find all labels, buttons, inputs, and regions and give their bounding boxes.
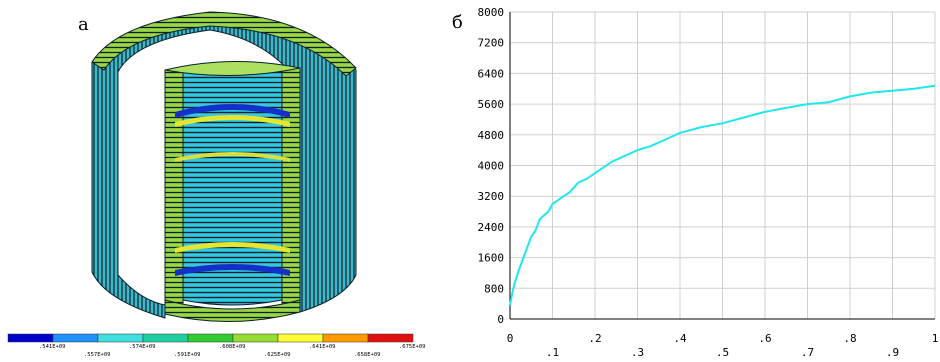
yellow-band-upper xyxy=(175,115,290,127)
chart-axes xyxy=(509,12,935,320)
y-tick-label: 2400 xyxy=(478,221,505,234)
y-tick-labels: 0 800 1600 2400 3200 4000 4800 5600 6400 7200 8000 xyxy=(478,6,505,326)
x-tick-label: .8 xyxy=(843,332,856,345)
yellow-band-lower xyxy=(175,242,290,253)
y-tick-label: 800 xyxy=(484,282,504,295)
y-tick-label: 4000 xyxy=(478,160,505,173)
legend-swatch xyxy=(142,333,189,343)
legend-swatch xyxy=(277,333,324,343)
legend-label-top: .641E+09 xyxy=(309,344,336,350)
y-tick-label: 0 xyxy=(497,313,504,326)
legend-label-top: .675E+09 xyxy=(399,344,426,350)
blue-band-lower xyxy=(175,264,290,276)
x-tick-labels: 0 .2 .4 .6 .8 1 .1 .3 .5 .7 .9 xyxy=(507,332,939,359)
y-tick-label: 7200 xyxy=(478,37,505,50)
x-tick-label: .6 xyxy=(758,332,771,345)
y-tick-label: 4800 xyxy=(478,129,505,142)
y-tick-label: 1600 xyxy=(478,252,505,265)
legend-swatch xyxy=(187,333,234,343)
legend-label-bottom: .625E+09 xyxy=(264,352,291,358)
blue-band-upper xyxy=(175,104,290,118)
yellow-band-middle xyxy=(175,152,290,162)
inner-core-top xyxy=(164,61,301,76)
y-tick-label: 5600 xyxy=(478,98,505,111)
line-chart: 0 800 1600 2400 3200 4000 4800 5600 6400 7200 8000… xyxy=(478,6,939,359)
panel-a-label: а xyxy=(78,14,89,35)
legend-swatch xyxy=(232,333,279,343)
contour-legend-labels: .541E+09 .574E+09 .608E+09 .641E+09 .675E+09… xyxy=(39,344,426,358)
top-rim xyxy=(91,11,357,77)
panel-b-label: б xyxy=(452,12,463,33)
legend-label-bottom: .591E+09 xyxy=(174,352,201,358)
x-tick-label: 0 xyxy=(507,332,514,345)
chart-series xyxy=(509,84,936,306)
x-tick-label: .9 xyxy=(886,346,899,359)
cut-face-right xyxy=(281,67,301,313)
x-tick-label: .5 xyxy=(716,346,729,359)
legend-label-bottom: .557E+09 xyxy=(84,352,111,358)
x-tick-label: .4 xyxy=(673,332,687,345)
x-tick-label: 1 xyxy=(932,332,939,345)
legend-label-top: .574E+09 xyxy=(129,344,156,350)
legend-swatch xyxy=(7,333,54,343)
fea-contour-figure: .541E+09 .574E+09 .608E+09 .641E+09 .675E+09… xyxy=(7,11,426,358)
legend-swatch xyxy=(367,333,414,343)
x-tick-label: .2 xyxy=(588,332,601,345)
y-tick-label: 6400 xyxy=(478,67,505,80)
chart-grid xyxy=(509,11,936,320)
bottom-rim xyxy=(164,299,301,322)
legend-label-top: .608E+09 xyxy=(219,344,246,350)
legend-swatch xyxy=(52,333,99,343)
x-tick-label: .1 xyxy=(546,346,559,359)
x-tick-label: .3 xyxy=(631,346,644,359)
y-tick-label: 8000 xyxy=(478,6,505,19)
legend-label-top: .541E+09 xyxy=(39,344,66,350)
x-tick-label: .7 xyxy=(801,346,814,359)
legend-swatch xyxy=(322,333,369,343)
y-tick-label: 3200 xyxy=(478,190,505,203)
contour-legend-bar xyxy=(7,333,414,343)
legend-label-bottom: .658E+09 xyxy=(354,352,381,358)
legend-swatch xyxy=(97,333,144,343)
